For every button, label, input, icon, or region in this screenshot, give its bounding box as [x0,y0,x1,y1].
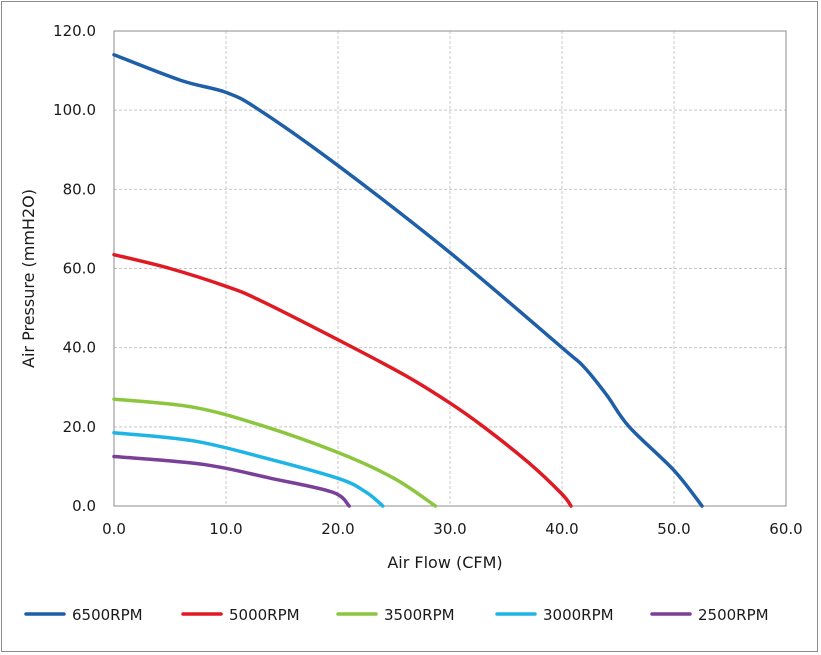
legend-label-6500rpm: 6500RPM [72,606,143,624]
y-tick-label: 40.0 [63,339,96,357]
y-axis-ticks: 0.0 20.0 40.0 60.0 80.0 100.0 120.0 [53,22,96,515]
series-line-5000rpm [112,252,573,508]
series-line-2500rpm [112,454,351,508]
x-tick-label: 30.0 [433,520,466,538]
x-tick-label: 40.0 [545,520,578,538]
y-tick-label: 0.0 [72,497,96,515]
legend-label-5000rpm: 5000RPM [229,606,300,624]
y-tick-label: 20.0 [63,418,96,436]
y-axis-title: Air Pressure (mmH2O) [19,189,38,368]
series-lines [112,53,704,508]
x-tick-label: 0.0 [102,520,126,538]
x-tick-label: 10.0 [209,520,242,538]
plot-area-border [113,30,787,507]
series-line-3500rpm [112,397,438,508]
x-axis-title: Air Flow (CFM) [387,553,502,572]
y-tick-label: 80.0 [63,180,96,198]
legend-label-2500rpm: 2500RPM [698,606,769,624]
x-tick-label: 50.0 [657,520,690,538]
series-line-3000rpm [112,431,385,508]
series-line-6500rpm [112,53,704,508]
legend: 6500RPM 5000RPM 3500RPM 3000RPM 2500RPM [24,606,769,624]
legend-label-3500rpm: 3500RPM [384,606,455,624]
y-tick-label: 60.0 [63,260,96,278]
x-axis-ticks: 0.0 10.0 20.0 30.0 40.0 50.0 60.0 [102,520,803,538]
y-tick-label: 100.0 [53,101,96,119]
x-tick-label: 20.0 [321,520,354,538]
grid-lines [114,31,786,506]
legend-label-3000rpm: 3000RPM [543,606,614,624]
y-tick-label: 120.0 [53,22,96,40]
x-tick-label: 60.0 [769,520,802,538]
